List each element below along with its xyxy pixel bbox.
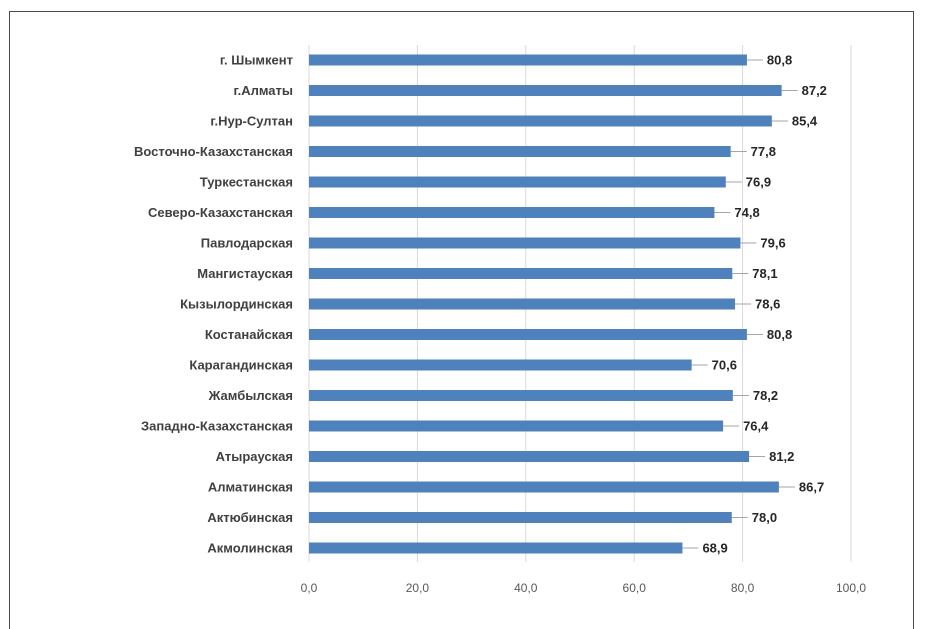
leader-lines	[682, 59, 798, 549]
value-label: 70,6	[712, 358, 737, 373]
bar	[309, 146, 731, 157]
bar	[309, 85, 782, 96]
value-label: 80,8	[767, 327, 792, 342]
category-labels: г. Шымкент г.Алматы г.Нур-Султан Восточно-К…	[134, 53, 293, 556]
category-label: Восточно-Казахстанская	[134, 144, 293, 159]
category-label: Западно-Казахстанская	[141, 419, 293, 434]
category-label: г.Нур-Султан	[210, 114, 293, 129]
x-tick-label: 0,0	[301, 581, 318, 595]
bar	[309, 54, 747, 66]
value-label: 74,8	[734, 205, 759, 220]
category-label: Кызылординская	[180, 297, 293, 312]
category-label: Акмолинская	[207, 541, 293, 556]
value-labels: 80,8 87,2 85,4 77,8 76,9 74,8 79,6 78,1 78,6 80,8…	[702, 53, 826, 556]
value-label: 86,7	[799, 480, 824, 495]
x-axis-ticks: 0,0 20,0 40,0 60,0 80,0 100,0	[301, 581, 867, 595]
x-tick-label: 60,0	[623, 581, 647, 595]
bar	[309, 420, 724, 432]
category-label: Туркестанская	[200, 175, 293, 190]
value-label: 79,6	[760, 236, 785, 251]
bar	[309, 390, 733, 401]
value-label: 76,4	[743, 419, 769, 434]
bar	[309, 237, 741, 249]
chart-frame	[9, 11, 914, 629]
bar	[309, 451, 750, 462]
value-label: 76,9	[746, 175, 771, 190]
value-label: 78,6	[755, 297, 780, 312]
category-label: Алматинская	[208, 480, 293, 495]
value-label: 85,4	[792, 114, 818, 129]
value-label: 77,8	[751, 144, 776, 159]
value-label: 78,1	[752, 266, 777, 281]
value-label: 68,9	[702, 541, 727, 556]
value-label: 87,2	[802, 83, 827, 98]
category-label: Мангистауская	[197, 266, 293, 281]
category-label: Северо-Казахстанская	[148, 205, 293, 220]
category-label: Костанайская	[205, 327, 293, 342]
category-label: г. Шымкент	[220, 53, 293, 68]
value-label: 81,2	[769, 449, 794, 464]
value-label: 78,2	[753, 388, 778, 403]
category-label: Атырауская	[216, 449, 293, 464]
bar	[309, 207, 715, 218]
category-label: Павлодарская	[201, 236, 293, 251]
category-label: Актюбинская	[207, 510, 293, 525]
bar	[309, 115, 772, 127]
bar	[309, 298, 736, 310]
bar	[309, 268, 733, 279]
x-tick-label: 40,0	[514, 581, 538, 595]
x-tick-label: 80,0	[731, 581, 755, 595]
bar	[309, 176, 726, 188]
x-tick-label: 20,0	[406, 581, 430, 595]
category-label: Жамбылская	[208, 388, 293, 403]
category-label: г.Алматы	[233, 83, 293, 98]
value-label: 80,8	[767, 53, 792, 68]
category-label: Карагандинская	[189, 358, 293, 373]
bar	[309, 512, 732, 523]
bar	[309, 359, 692, 371]
bar	[309, 329, 747, 340]
bar	[309, 542, 683, 554]
value-label: 78,0	[752, 510, 777, 525]
bars	[309, 54, 782, 554]
x-tick-label: 100,0	[836, 581, 866, 595]
bar	[309, 481, 779, 493]
